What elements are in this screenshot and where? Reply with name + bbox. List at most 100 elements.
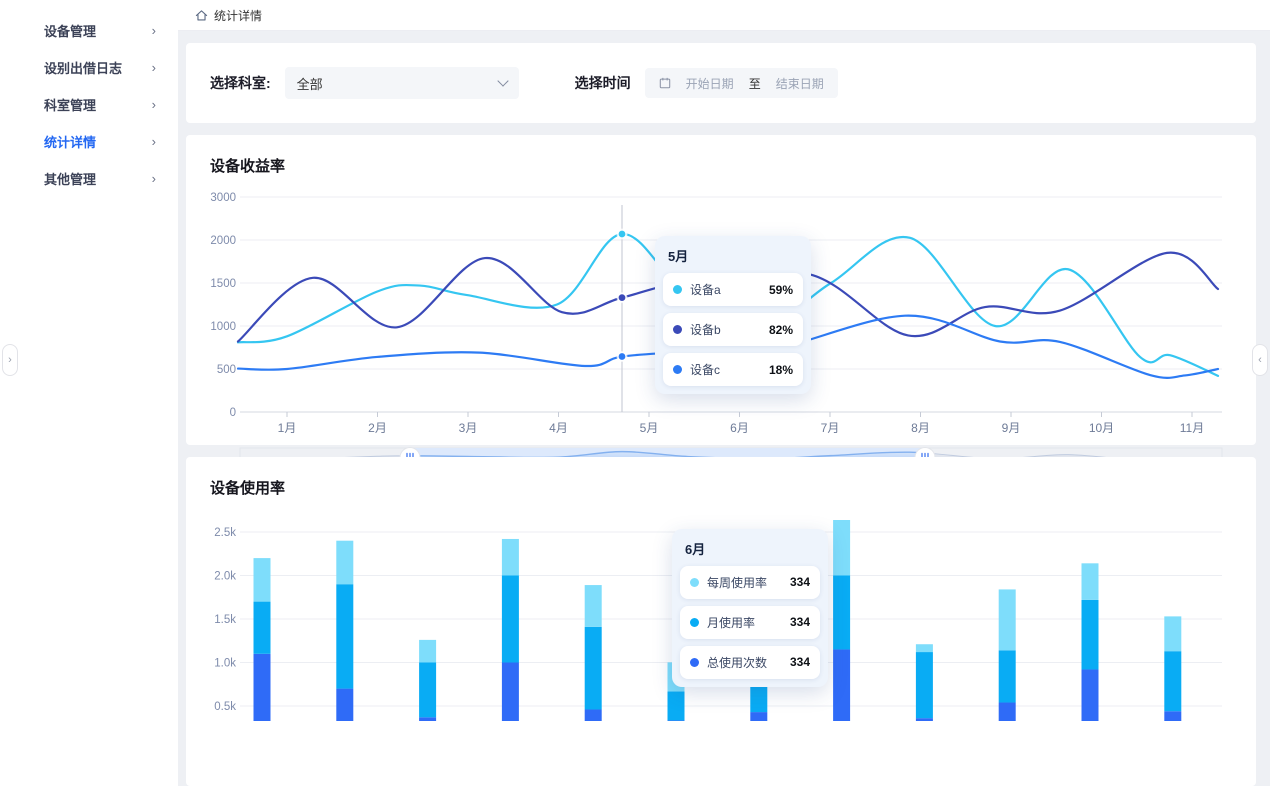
breadcrumb-bar: 统计详情: [178, 0, 1270, 31]
bar-7月-月使用率: [750, 662, 768, 712]
bar-11月-月使用率: [1081, 599, 1099, 670]
usage-bar-chart[interactable]: 0.5k 1.0k 1.5k 2.0k 2.5k: [210, 519, 1232, 721]
svg-text:3月: 3月: [459, 421, 478, 435]
revenue-chart-card: 设备收益率 0 500 1000 1500 2000 3000 1月 2月 3月 4月 5月 6月 7月…: [186, 135, 1256, 498]
filter-card: 选择科室: 全部 选择时间 开始日期 至 结束日期: [186, 43, 1256, 123]
time-label: 选择时间: [574, 75, 631, 91]
svg-text:10月: 10月: [1089, 421, 1114, 435]
chevron-down-icon: [497, 75, 509, 87]
usage-chart-title: 设备使用率: [210, 479, 286, 497]
svg-text:2000: 2000: [210, 235, 236, 247]
bar-3月-月使用率: [419, 662, 437, 717]
chevron-right-icon: ›: [151, 134, 156, 149]
svg-text:7月: 7月: [821, 421, 840, 435]
sidebar-item-1[interactable]: 设别出借日志 ›: [0, 49, 178, 86]
breadcrumb-label: 统计详情: [214, 8, 263, 23]
revenue-line-chart[interactable]: 0 500 1000 1500 2000 3000 1月 2月 3月 4月 5月 6月 7月 8月 9月 10…: [210, 189, 1232, 479]
svg-text:6月: 6月: [730, 421, 749, 435]
revenue-chart-title: 设备收益率: [210, 158, 286, 175]
bar-4月-每周使用率: [501, 538, 519, 576]
bar-12月-总使用次数: [1164, 710, 1182, 721]
department-select[interactable]: 全部: [284, 67, 519, 99]
bar-5月-月使用率: [584, 626, 602, 710]
svg-text:0: 0: [230, 407, 236, 419]
bar-9月-每周使用率: [915, 643, 933, 652]
svg-text:1.5k: 1.5k: [214, 614, 236, 626]
bar-8月-总使用次数: [833, 649, 851, 721]
breadcrumb[interactable]: 统计详情: [195, 7, 262, 24]
sidebar-menu: 设备管理 › 设别出借日志 › 科室管理 › 统计详情 › 其他管理 ›: [0, 12, 178, 197]
svg-text:5月: 5月: [640, 421, 659, 435]
bar-11月-总使用次数: [1081, 669, 1099, 721]
sidebar-item-label: 其他管理: [44, 172, 97, 187]
bar-5月-每周使用率: [584, 584, 602, 627]
date-range-picker[interactable]: 开始日期 至 结束日期: [644, 68, 838, 98]
end-date-input[interactable]: 结束日期: [775, 76, 824, 91]
bar-1月-总使用次数: [253, 653, 271, 721]
sidebar-item-3[interactable]: 统计详情 ›: [0, 123, 178, 160]
bar-2月-每周使用率: [336, 540, 354, 584]
collapse-right-button[interactable]: ‹: [1252, 344, 1268, 376]
svg-text:0.5k: 0.5k: [214, 701, 236, 713]
bar-2月-月使用率: [336, 583, 354, 689]
bar-series-group: [253, 519, 1182, 721]
sidebar-item-label: 设别出借日志: [44, 61, 123, 76]
bar-10月-月使用率: [998, 649, 1016, 703]
bar-3月-每周使用率: [419, 639, 437, 663]
bar-7月-每周使用率: [750, 651, 768, 663]
svg-text:4月: 4月: [549, 421, 568, 435]
sidebar: 设备管理 › 设别出借日志 › 科室管理 › 统计详情 › 其他管理 ›: [0, 0, 178, 786]
line-series-0: [236, 232, 1220, 377]
bar-1月-月使用率: [253, 601, 271, 654]
bar-10月-总使用次数: [998, 702, 1016, 721]
svg-text:11月: 11月: [1180, 421, 1204, 435]
bar-5月-总使用次数: [584, 709, 602, 721]
bar-6月-月使用率: [667, 691, 685, 721]
department-label: 选择科室:: [210, 75, 271, 91]
bar-7月-总使用次数: [750, 711, 768, 721]
sidebar-item-label: 设备管理: [44, 24, 97, 39]
bar-12月-月使用率: [1164, 650, 1182, 711]
bar-12月-每周使用率: [1164, 616, 1182, 651]
bar-4月-总使用次数: [501, 662, 519, 721]
bar-6月-总使用次数: [667, 720, 685, 721]
svg-text:9月: 9月: [1002, 421, 1021, 435]
department-select-value: 全部: [296, 76, 323, 92]
usage-chart-card: 设备使用率 0.5k 1.0k 1.5k 2.0k 2.5k 6月 每周使用率 334 月使用…: [186, 456, 1256, 786]
bar-10月-每周使用率: [998, 589, 1016, 650]
bar-3月-总使用次数: [419, 716, 437, 721]
chevron-right-icon: ›: [151, 171, 156, 186]
chevron-right-icon: ›: [151, 60, 156, 75]
chevron-right-icon: ›: [151, 23, 156, 38]
chevron-right-icon: ›: [151, 97, 156, 112]
bar-6月-每周使用率: [667, 661, 685, 692]
svg-text:1500: 1500: [210, 278, 236, 290]
hover-point: [617, 229, 627, 239]
sidebar-item-0[interactable]: 设备管理 ›: [0, 12, 178, 49]
hover-point: [617, 351, 627, 362]
svg-text:8月: 8月: [911, 421, 930, 435]
svg-text:2.0k: 2.0k: [214, 570, 236, 582]
sidebar-item-2[interactable]: 科室管理 ›: [0, 86, 178, 123]
collapse-left-button[interactable]: ›: [2, 344, 18, 376]
bar-4月-月使用率: [501, 575, 519, 663]
bar-11月-每周使用率: [1081, 562, 1099, 600]
svg-text:1月: 1月: [278, 421, 297, 435]
main-area: 统计详情 选择科室: 全部 选择时间 开始日期 至 结束日期 设备: [178, 0, 1270, 786]
sidebar-item-label: 科室管理: [44, 98, 97, 113]
svg-text:2.5k: 2.5k: [214, 527, 236, 539]
svg-text:1.0k: 1.0k: [214, 657, 236, 669]
svg-text:3000: 3000: [210, 192, 236, 204]
start-date-input[interactable]: 开始日期: [685, 76, 734, 91]
svg-text:2月: 2月: [368, 421, 387, 435]
calendar-icon: [659, 77, 670, 89]
sidebar-item-4[interactable]: 其他管理 ›: [0, 160, 178, 197]
home-icon: [195, 9, 208, 21]
line-series-1: [236, 251, 1220, 343]
sidebar-item-label: 统计详情: [44, 135, 97, 150]
bar-9月-月使用率: [915, 651, 933, 718]
svg-text:500: 500: [217, 364, 236, 376]
bar-1月-每周使用率: [253, 557, 271, 602]
bar-9月-总使用次数: [915, 717, 933, 721]
